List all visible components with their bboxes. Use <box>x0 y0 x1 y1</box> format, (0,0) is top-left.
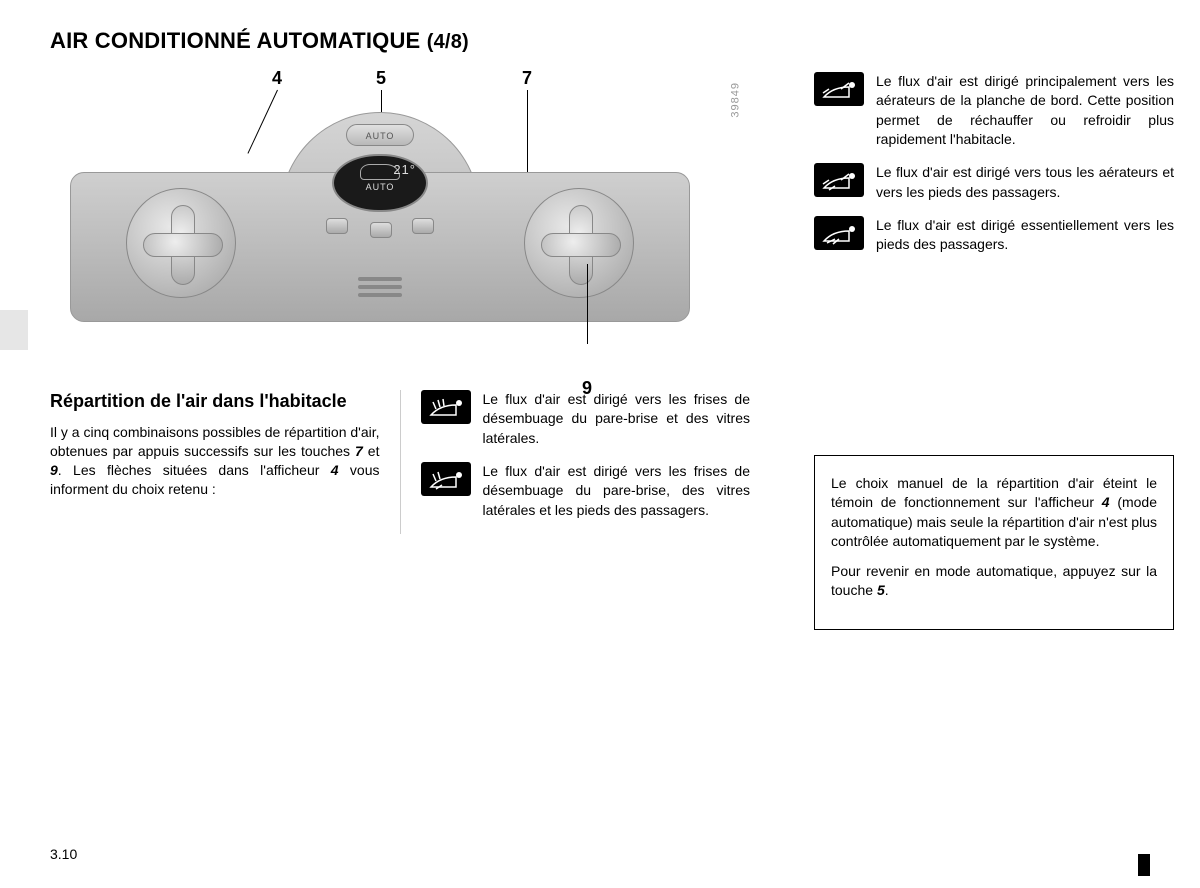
note-paragraph-2: Pour revenir en mode automatique, appuye… <box>831 562 1157 601</box>
display-auto: AUTO <box>334 182 426 192</box>
side-tab <box>0 310 28 350</box>
page-title: AIR CONDITIONNÉ AUTOMATIQUE (4/8) <box>50 28 1150 54</box>
flow-windshield-feet-text: Le flux d'air est dirigé vers les frises… <box>483 462 751 520</box>
auto-button: AUTO <box>346 124 414 146</box>
display-temp: 21° <box>393 162 416 177</box>
note-box: Le choix manuel de la répartition d'air … <box>814 455 1174 631</box>
title-main: AIR CONDITIONNÉ AUTOMATIQUE <box>50 28 420 53</box>
flow-feet-text: Le flux d'air est dirigé essentiellement… <box>876 216 1174 255</box>
photo-id: 39849 <box>730 82 742 118</box>
flow-feet: Le flux d'air est dirigé essentiellement… <box>814 216 1174 255</box>
title-suffix: (4/8) <box>427 31 469 53</box>
callout-line-4 <box>247 90 277 154</box>
mini-button-right <box>412 218 434 234</box>
note-paragraph-1: Le choix manuel de la répartition d'air … <box>831 474 1157 552</box>
page-number: 3.10 <box>50 846 77 862</box>
corner-mark <box>1138 854 1150 876</box>
flow-windshield-feet: Le flux d'air est dirigé vers les frises… <box>421 462 751 520</box>
flow-dash-text: Le flux d'air est dirigé principalement … <box>876 72 1174 149</box>
flow-windshield-text: Le flux d'air est dirigé vers les frises… <box>483 390 751 448</box>
callout-9: 9 <box>582 378 592 399</box>
callout-7: 7 <box>522 68 532 89</box>
mini-button-center <box>370 222 392 238</box>
column-divider-1 <box>400 390 401 534</box>
airflow-dash-icon <box>814 72 864 106</box>
right-knob <box>524 188 634 298</box>
airflow-dash-feet-icon <box>814 163 864 197</box>
content-columns: 4 5 7 39849 AUTO 21° AUTO <box>50 72 1150 630</box>
left-knob <box>126 188 236 298</box>
flow-dash-feet-text: Le flux d'air est dirigé vers tous les a… <box>876 163 1174 202</box>
section-heading: Répartition de l'air dans l'habitacle <box>50 390 380 413</box>
column-2: Le flux d'air est dirigé vers les frises… <box>421 390 751 534</box>
display-screen: 21° AUTO <box>332 154 428 212</box>
column-3: Le flux d'air est dirigé principalement … <box>814 72 1174 630</box>
callout-4: 4 <box>272 68 282 89</box>
illustration: 4 5 7 39849 AUTO 21° AUTO <box>50 72 710 372</box>
callout-5: 5 <box>376 68 386 89</box>
intro-text: Il y a cinq combinaisons possibles de ré… <box>50 423 380 500</box>
airflow-feet-icon <box>814 216 864 250</box>
airflow-windshield-icon <box>421 390 471 424</box>
column-1: Répartition de l'air dans l'habitacle Il… <box>50 390 380 534</box>
mini-button-left <box>326 218 348 234</box>
vent-icon <box>358 277 402 301</box>
flow-dash: Le flux d'air est dirigé principalement … <box>814 72 1174 149</box>
flow-dash-feet: Le flux d'air est dirigé vers tous les a… <box>814 163 1174 202</box>
airflow-windshield-feet-icon <box>421 462 471 496</box>
callout-line-9 <box>587 264 588 344</box>
